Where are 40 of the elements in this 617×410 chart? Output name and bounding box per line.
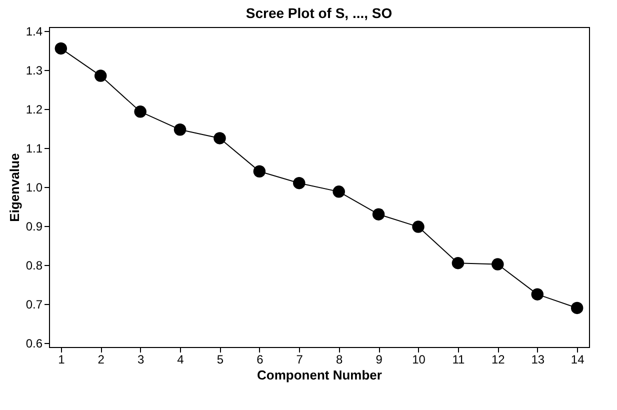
y-tick-label: 0.7 [26,298,43,312]
x-tick-label: 11 [452,352,466,366]
point [174,124,186,136]
point [293,176,306,190]
y-tick-label: 0.9 [26,220,43,234]
y-tick-label: 1.4 [26,24,43,38]
x-tick-label: 1 [58,352,66,366]
x-tick-label: 6 [256,352,264,366]
x-tick-label: 5 [216,352,224,366]
y-tick-label: 1.2 [26,102,43,116]
x-tick-label: 10 [412,352,426,366]
x-tick-label: 3 [137,352,144,366]
point [492,258,504,270]
point [134,106,146,118]
y-tick-label: 0.6 [26,336,43,351]
x-tick-label: 13 [531,352,545,366]
point [54,42,68,55]
point [570,302,584,314]
y-tick-label: 1.3 [26,63,43,78]
x-tick-label: 7 [296,352,304,366]
point [332,186,345,198]
point [94,70,107,82]
x-tick-label: 12 [491,352,506,366]
x-axis-title: Component Number [257,368,382,382]
chart-title: Scree Plot of S, ..., SO [246,4,392,21]
point [214,132,226,144]
point [531,288,544,300]
point [452,256,464,270]
point [253,165,266,178]
x-tick-label: 9 [376,352,383,366]
y-axis-title: Eigenvalue [6,153,22,222]
y-tick-label: 0.8 [26,258,43,273]
y-tick-label: 1.0 [26,180,43,194]
x-tick-label: 2 [98,352,105,366]
point [372,208,385,220]
x-tick-label: 4 [177,352,184,366]
point [412,220,424,233]
x-tick-label: 14 [570,352,585,366]
x-tick-label: 8 [336,352,344,366]
y-tick-label: 1.1 [26,141,43,156]
